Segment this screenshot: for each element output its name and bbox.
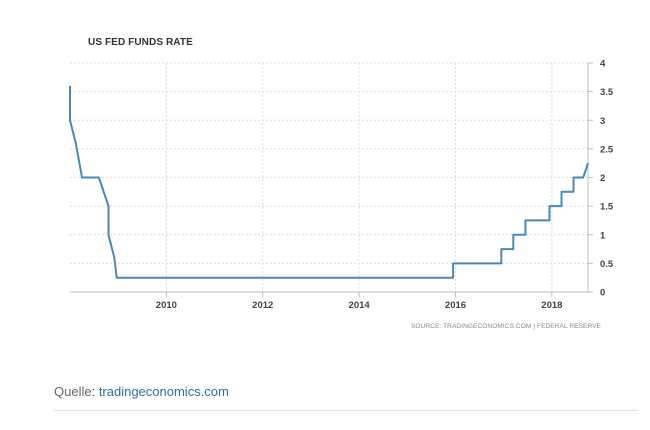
y-axis — [70, 62, 593, 297]
x-tick-label: 2010 — [156, 300, 177, 311]
source-link[interactable]: tradingeconomics.com — [98, 384, 229, 399]
x-tick-label: 2018 — [541, 300, 562, 311]
y-tick-label: 2.5 — [600, 144, 614, 155]
y-tick-label: 2 — [600, 173, 605, 184]
series-line — [69, 85, 589, 279]
y-tick-label: 1 — [600, 230, 606, 241]
chart-title: US FED FUNDS RATE — [88, 37, 193, 48]
caption: Quelle: tradingeconomics.com — [54, 384, 229, 399]
y-axis-ticks: 0 0.5 1 1.5 2 2.5 3 3.5 4 — [600, 59, 614, 299]
divider — [54, 410, 638, 411]
x-tick-label: 2016 — [445, 300, 466, 311]
y-tick-label: 3.5 — [600, 87, 614, 98]
y-tick-label: 4 — [600, 59, 606, 70]
chart: 2010 2012 2014 2016 2018 0 0.5 1 1.5 2 2.5 3 3.5 4 U… — [69, 37, 614, 330]
chart-source: SOURCE: TRADINGECONOMICS.COM | FEDERAL R… — [411, 323, 602, 330]
y-tick-label: 3 — [600, 116, 605, 127]
x-tick-label: 2012 — [252, 300, 273, 311]
y-tick-label: 1.5 — [600, 202, 614, 213]
caption-prefix: Quelle: — [54, 384, 99, 399]
x-tick-label: 2014 — [349, 300, 371, 311]
x-axis: 2010 2012 2014 2016 2018 — [156, 300, 563, 311]
y-tick-label: 0.5 — [600, 259, 614, 270]
y-tick-label: 0 — [600, 288, 605, 299]
grid-lines — [70, 62, 588, 292]
series — [69, 85, 589, 279]
